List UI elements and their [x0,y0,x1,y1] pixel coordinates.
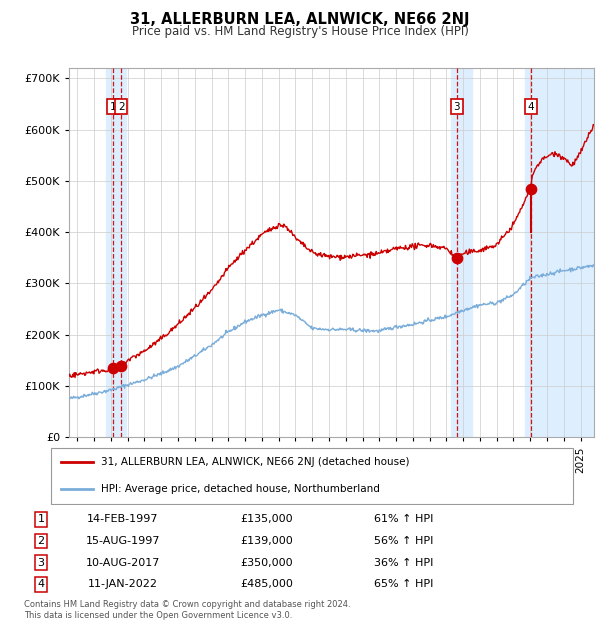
Text: 3: 3 [37,557,44,568]
Text: £485,000: £485,000 [240,579,293,590]
Text: 14-FEB-1997: 14-FEB-1997 [87,514,158,525]
Text: Price paid vs. HM Land Registry's House Price Index (HPI): Price paid vs. HM Land Registry's House … [131,25,469,38]
Text: 11-JAN-2022: 11-JAN-2022 [88,579,158,590]
Text: 15-AUG-1997: 15-AUG-1997 [85,536,160,546]
Text: 36% ↑ HPI: 36% ↑ HPI [374,557,433,568]
Text: HPI: Average price, detached house, Northumberland: HPI: Average price, detached house, Nort… [101,484,380,494]
Point [526,184,536,193]
Bar [106,68,126,437]
Text: 31, ALLERBURN LEA, ALNWICK, NE66 2NJ (detached house): 31, ALLERBURN LEA, ALNWICK, NE66 2NJ (de… [101,458,409,467]
Text: 31, ALLERBURN LEA, ALNWICK, NE66 2NJ: 31, ALLERBURN LEA, ALNWICK, NE66 2NJ [130,12,470,27]
Text: 56% ↑ HPI: 56% ↑ HPI [374,536,433,546]
Bar [451,68,472,437]
Text: 4: 4 [527,102,534,112]
FancyBboxPatch shape [50,448,574,503]
Point [452,253,461,263]
Text: 65% ↑ HPI: 65% ↑ HPI [374,579,433,590]
Text: 10-AUG-2017: 10-AUG-2017 [86,557,160,568]
Text: £350,000: £350,000 [240,557,293,568]
Text: Contains HM Land Registry data © Crown copyright and database right 2024.
This d: Contains HM Land Registry data © Crown c… [24,600,350,619]
Point [116,361,126,371]
Text: 2: 2 [37,536,44,546]
Text: 1: 1 [37,514,44,525]
Bar [525,68,594,437]
Text: 2: 2 [118,102,125,112]
Text: 1: 1 [110,102,116,112]
Text: 3: 3 [454,102,460,112]
Text: £139,000: £139,000 [240,536,293,546]
Point [108,363,118,373]
Text: 4: 4 [37,579,44,590]
Text: £135,000: £135,000 [240,514,293,525]
Text: 61% ↑ HPI: 61% ↑ HPI [374,514,433,525]
Bar [532,68,594,437]
